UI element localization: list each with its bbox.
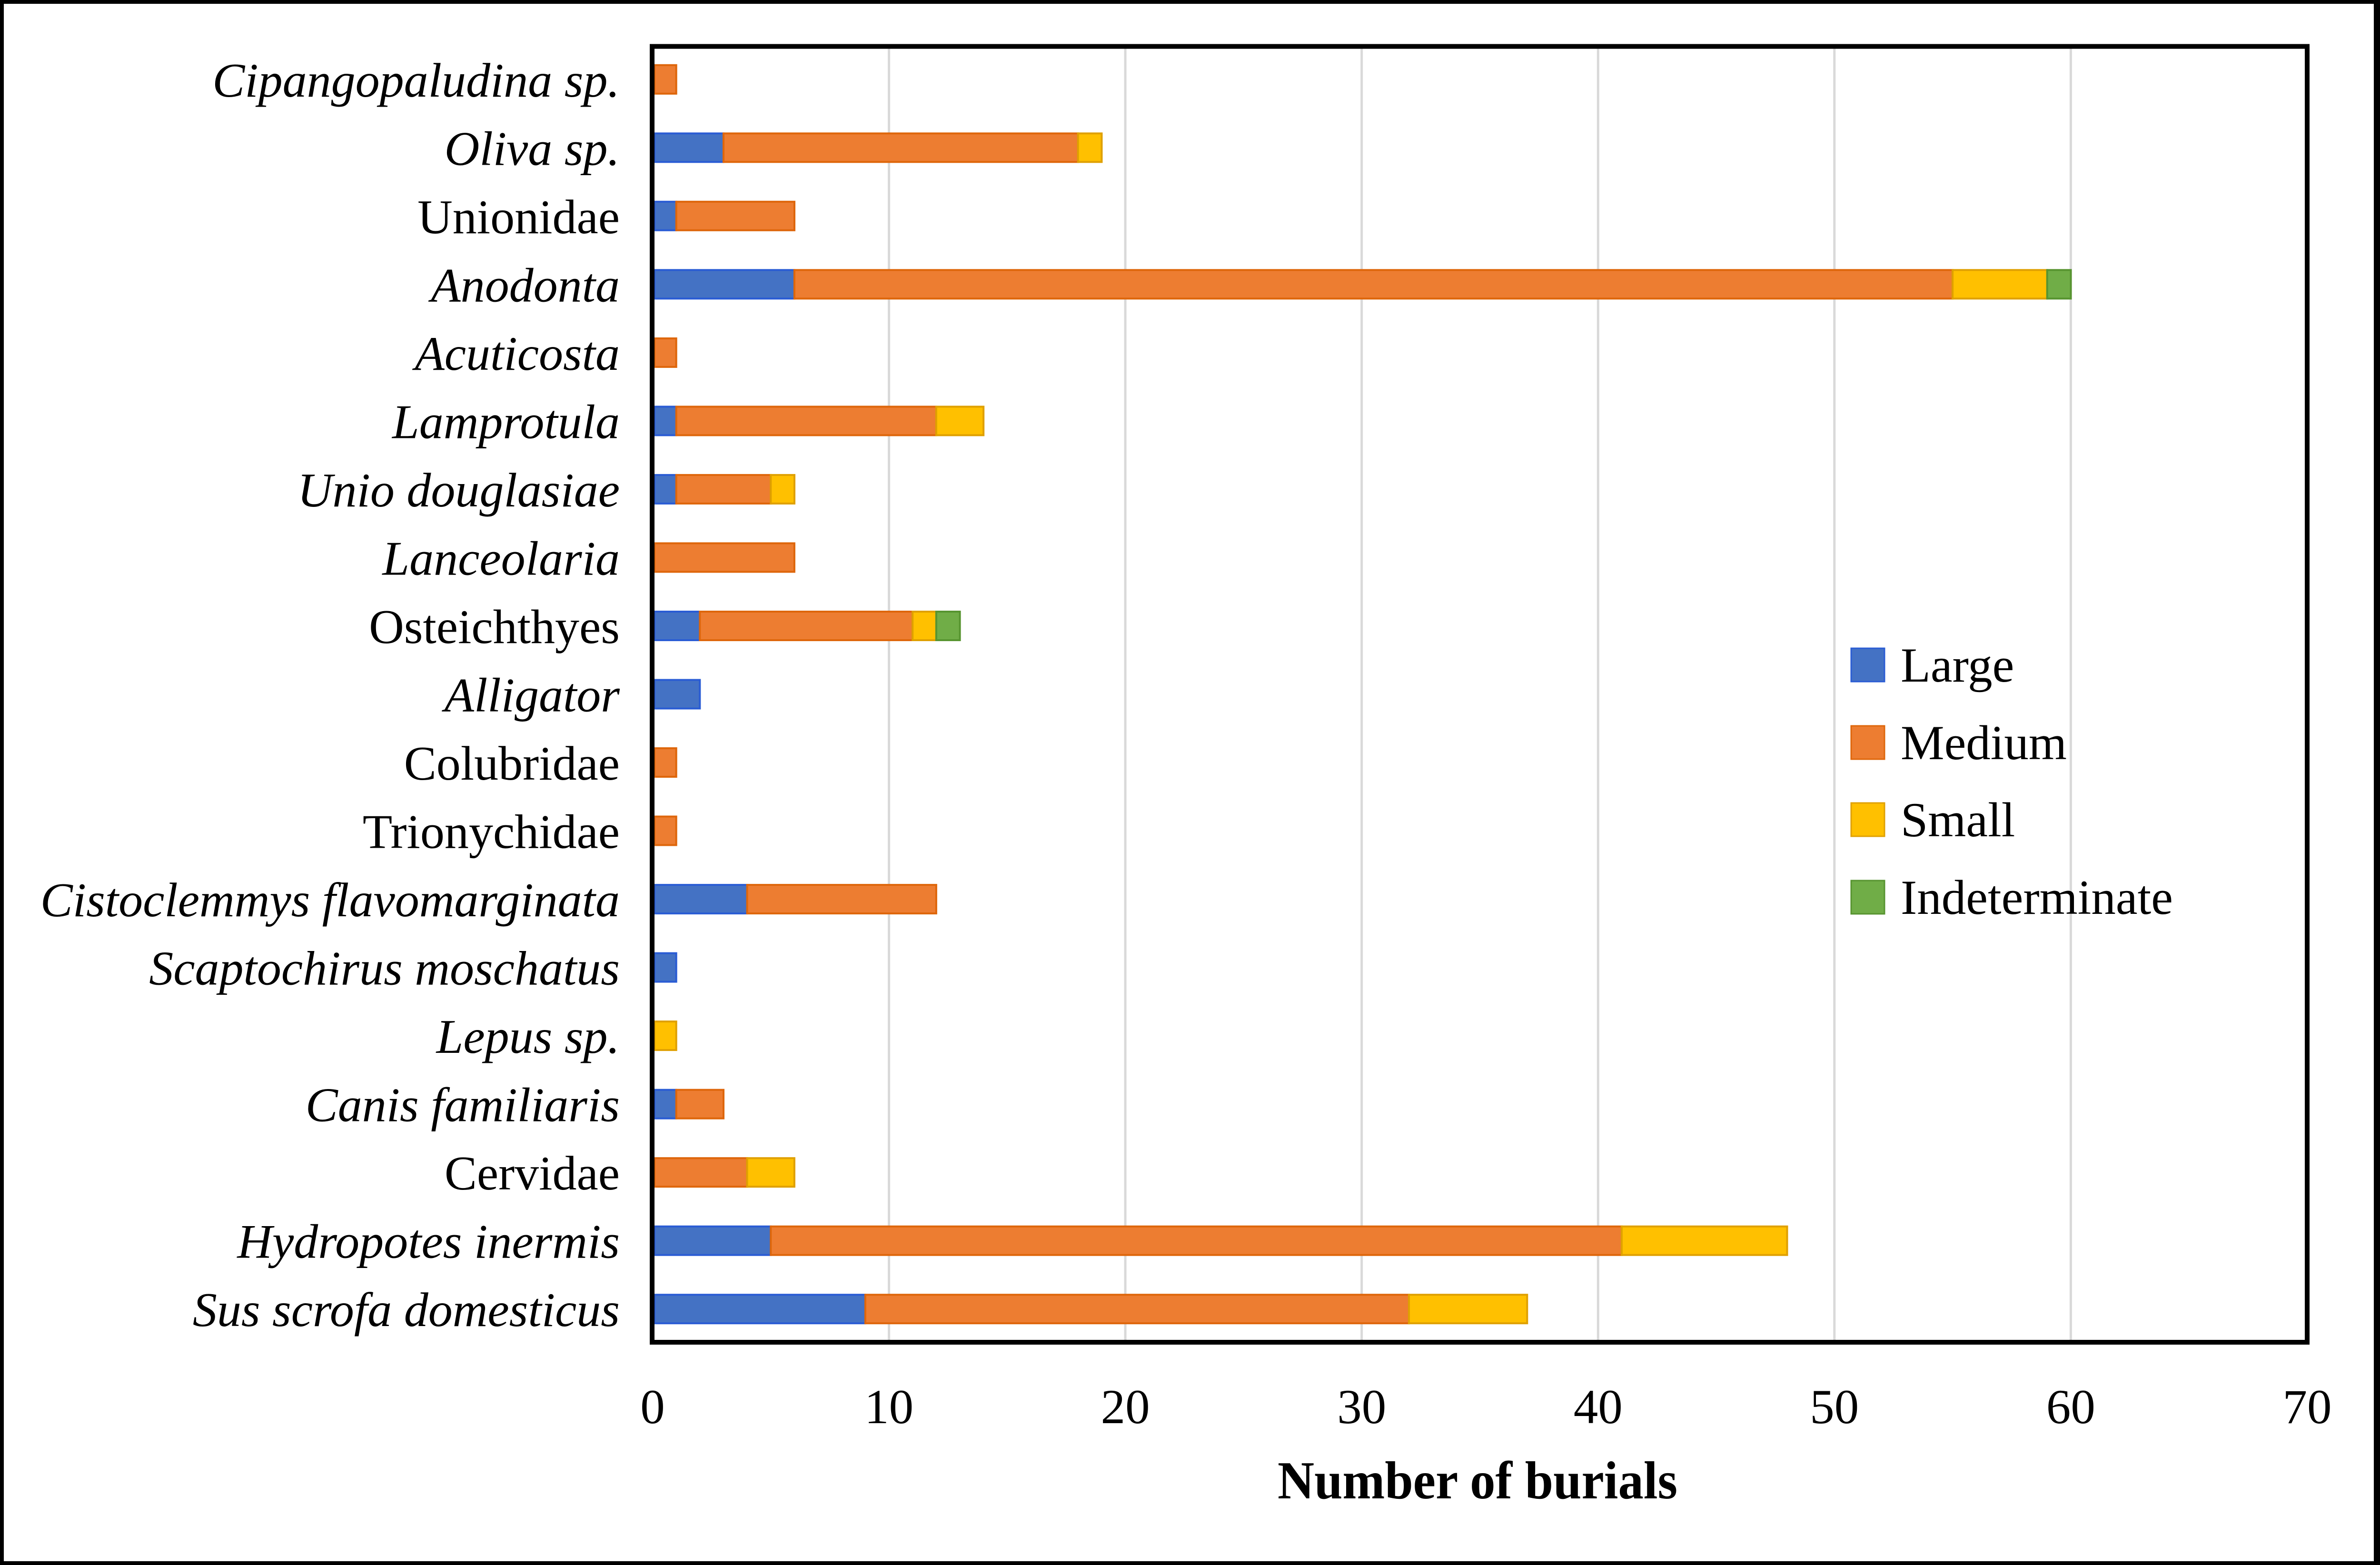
svg-text:Hydropotes inermis: Hydropotes inermis <box>236 1215 620 1269</box>
svg-text:Number of burials: Number of burials <box>1278 1451 1677 1510</box>
svg-text:Unionidae: Unionidae <box>417 190 620 244</box>
svg-text:Unio douglasiae: Unio douglasiae <box>298 464 620 517</box>
svg-text:60: 60 <box>2046 1380 2095 1434</box>
svg-text:Cistoclemmys flavomarginata: Cistoclemmys flavomarginata <box>40 873 620 927</box>
svg-text:Lamprotula: Lamprotula <box>391 395 620 449</box>
svg-text:0: 0 <box>640 1380 665 1434</box>
svg-text:Osteichthyes: Osteichthyes <box>369 600 620 654</box>
svg-text:Anodonta: Anodonta <box>428 258 620 312</box>
svg-text:30: 30 <box>1337 1380 1386 1434</box>
svg-text:Acuticosta: Acuticosta <box>412 327 620 381</box>
svg-text:70: 70 <box>2283 1380 2332 1434</box>
svg-text:Colubridae: Colubridae <box>404 737 620 791</box>
svg-text:Large: Large <box>1901 638 2014 693</box>
svg-text:Lepus sp.: Lepus sp. <box>436 1010 620 1064</box>
svg-text:Small: Small <box>1901 793 2015 847</box>
svg-text:40: 40 <box>1574 1380 1623 1434</box>
svg-text:20: 20 <box>1101 1380 1150 1434</box>
svg-text:Indeterminate: Indeterminate <box>1901 871 2173 925</box>
svg-text:Canis familiaris: Canis familiaris <box>306 1079 620 1132</box>
svg-text:Lanceolaria: Lanceolaria <box>381 532 620 585</box>
svg-text:10: 10 <box>864 1380 913 1434</box>
svg-text:50: 50 <box>1810 1380 1859 1434</box>
svg-text:Oliva sp.: Oliva sp. <box>445 122 620 176</box>
svg-text:Medium: Medium <box>1901 716 2067 770</box>
svg-text:Scaptochirus moschatus: Scaptochirus moschatus <box>149 942 620 996</box>
svg-text:Cipangopaludina sp.: Cipangopaludina sp. <box>212 54 620 108</box>
svg-text:Cervidae: Cervidae <box>445 1147 620 1200</box>
svg-text:Alligator: Alligator <box>442 669 620 723</box>
svg-text:Sus scrofa domesticus: Sus scrofa domesticus <box>193 1283 620 1337</box>
svg-text:Trionychidae: Trionychidae <box>363 805 620 859</box>
